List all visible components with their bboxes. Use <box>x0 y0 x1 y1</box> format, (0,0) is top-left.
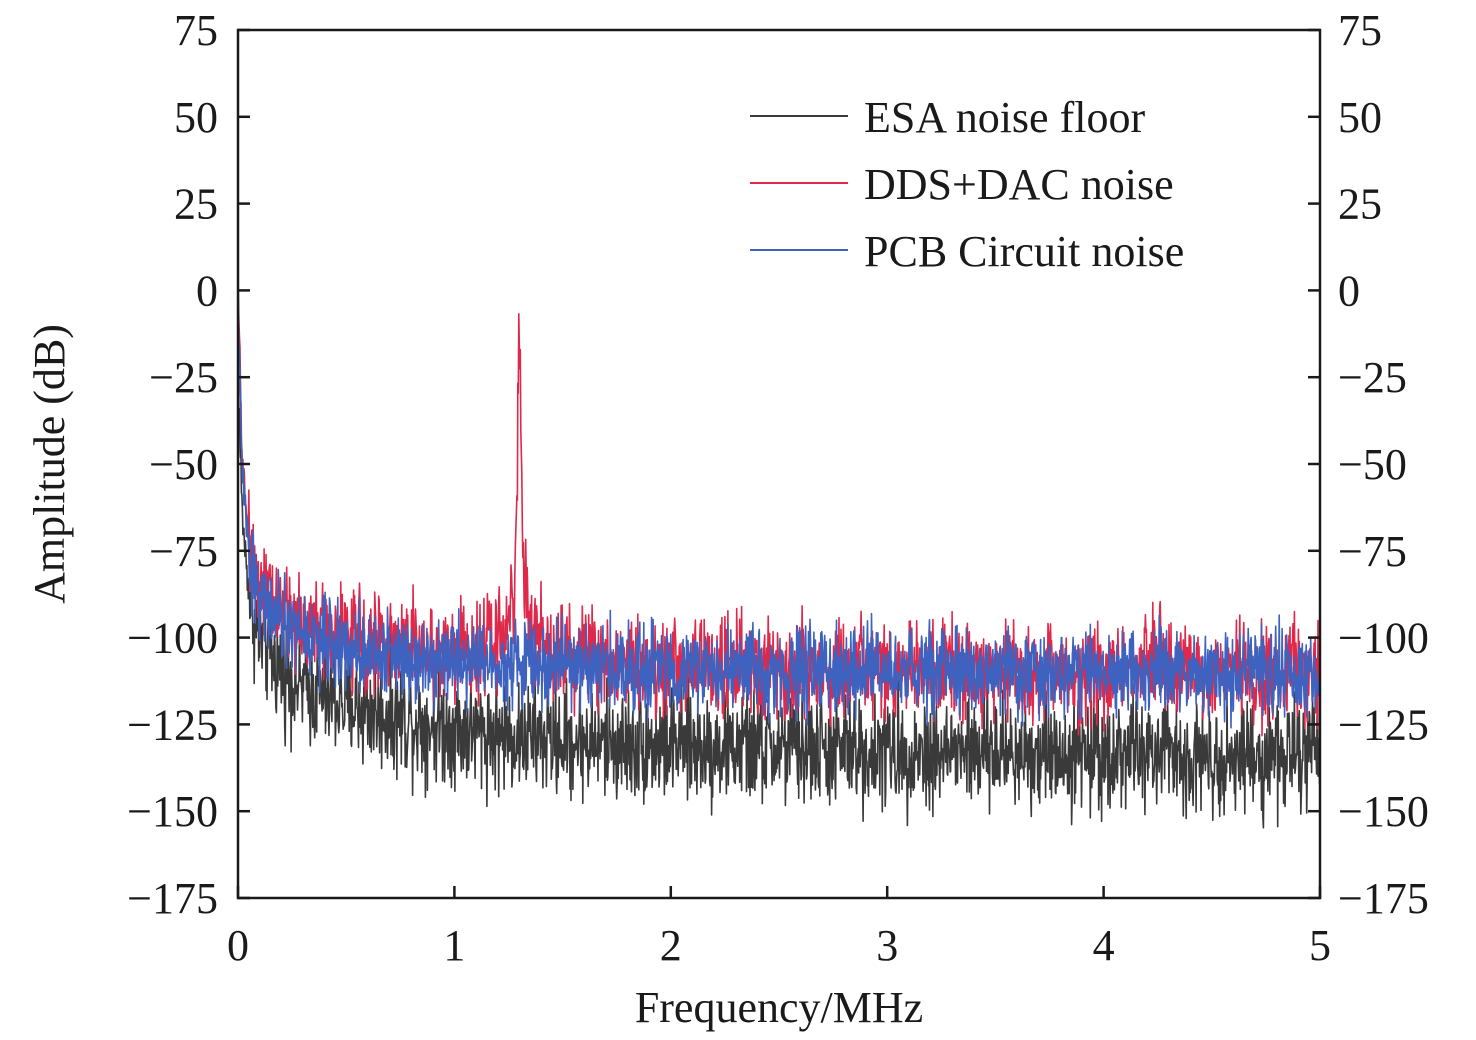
y-tick-label-left: 0 <box>196 266 218 315</box>
y-tick-label-right: 25 <box>1338 180 1382 229</box>
y-tick-label-right: −125 <box>1338 700 1429 749</box>
y-tick-label-left: 50 <box>174 93 218 142</box>
y-tick-label-right: −50 <box>1338 440 1407 489</box>
y-tick-label-left: −125 <box>127 700 218 749</box>
y-tick-label-left: −100 <box>127 614 218 663</box>
y-axis-label: Amplitude (dB) <box>25 324 74 604</box>
y-tick-label-left: −175 <box>127 874 218 923</box>
x-tick-label: 4 <box>1093 921 1115 970</box>
legend-label: DDS+DAC noise <box>864 160 1174 209</box>
series-line-0 <box>238 355 1320 829</box>
x-tick-label: 0 <box>227 921 249 970</box>
legend-label: PCB Circuit noise <box>864 227 1184 276</box>
x-tick-label: 5 <box>1309 921 1331 970</box>
y-tick-label-right: −100 <box>1338 614 1429 663</box>
x-tick-label: 1 <box>443 921 465 970</box>
y-tick-label-left: −150 <box>127 787 218 836</box>
y-tick-label-left: −75 <box>149 527 218 576</box>
legend: ESA noise floor DDS+DAC noise PCB Circuit … <box>750 93 1184 276</box>
y-tick-label-left: −50 <box>149 440 218 489</box>
x-tick-label: 3 <box>876 921 898 970</box>
y-tick-label-right: 50 <box>1338 93 1382 142</box>
legend-label: ESA noise floor <box>864 93 1145 142</box>
y-tick-label-right: −25 <box>1338 353 1407 402</box>
y-tick-label-left: 25 <box>174 180 218 229</box>
y-tick-label-left: −25 <box>149 353 218 402</box>
x-axis-label: Frequency/MHz <box>635 983 923 1032</box>
ticks-layer: 0 1 2 3 4 5 75 75 50 50 25 25 0 0 −25 −25 −50 −50 −75 −75 −1… <box>127 6 1429 970</box>
y-tick-label-right: −150 <box>1338 787 1429 836</box>
y-tick-label-right: −75 <box>1338 527 1407 576</box>
series-layer <box>238 269 1320 829</box>
y-tick-label-right: 0 <box>1338 266 1360 315</box>
series-line-2 <box>238 285 1320 729</box>
x-tick-label: 2 <box>660 921 682 970</box>
y-tick-label-left: 75 <box>174 6 218 55</box>
y-tick-label-right: 75 <box>1338 6 1382 55</box>
y-tick-label-right: −175 <box>1338 874 1429 923</box>
